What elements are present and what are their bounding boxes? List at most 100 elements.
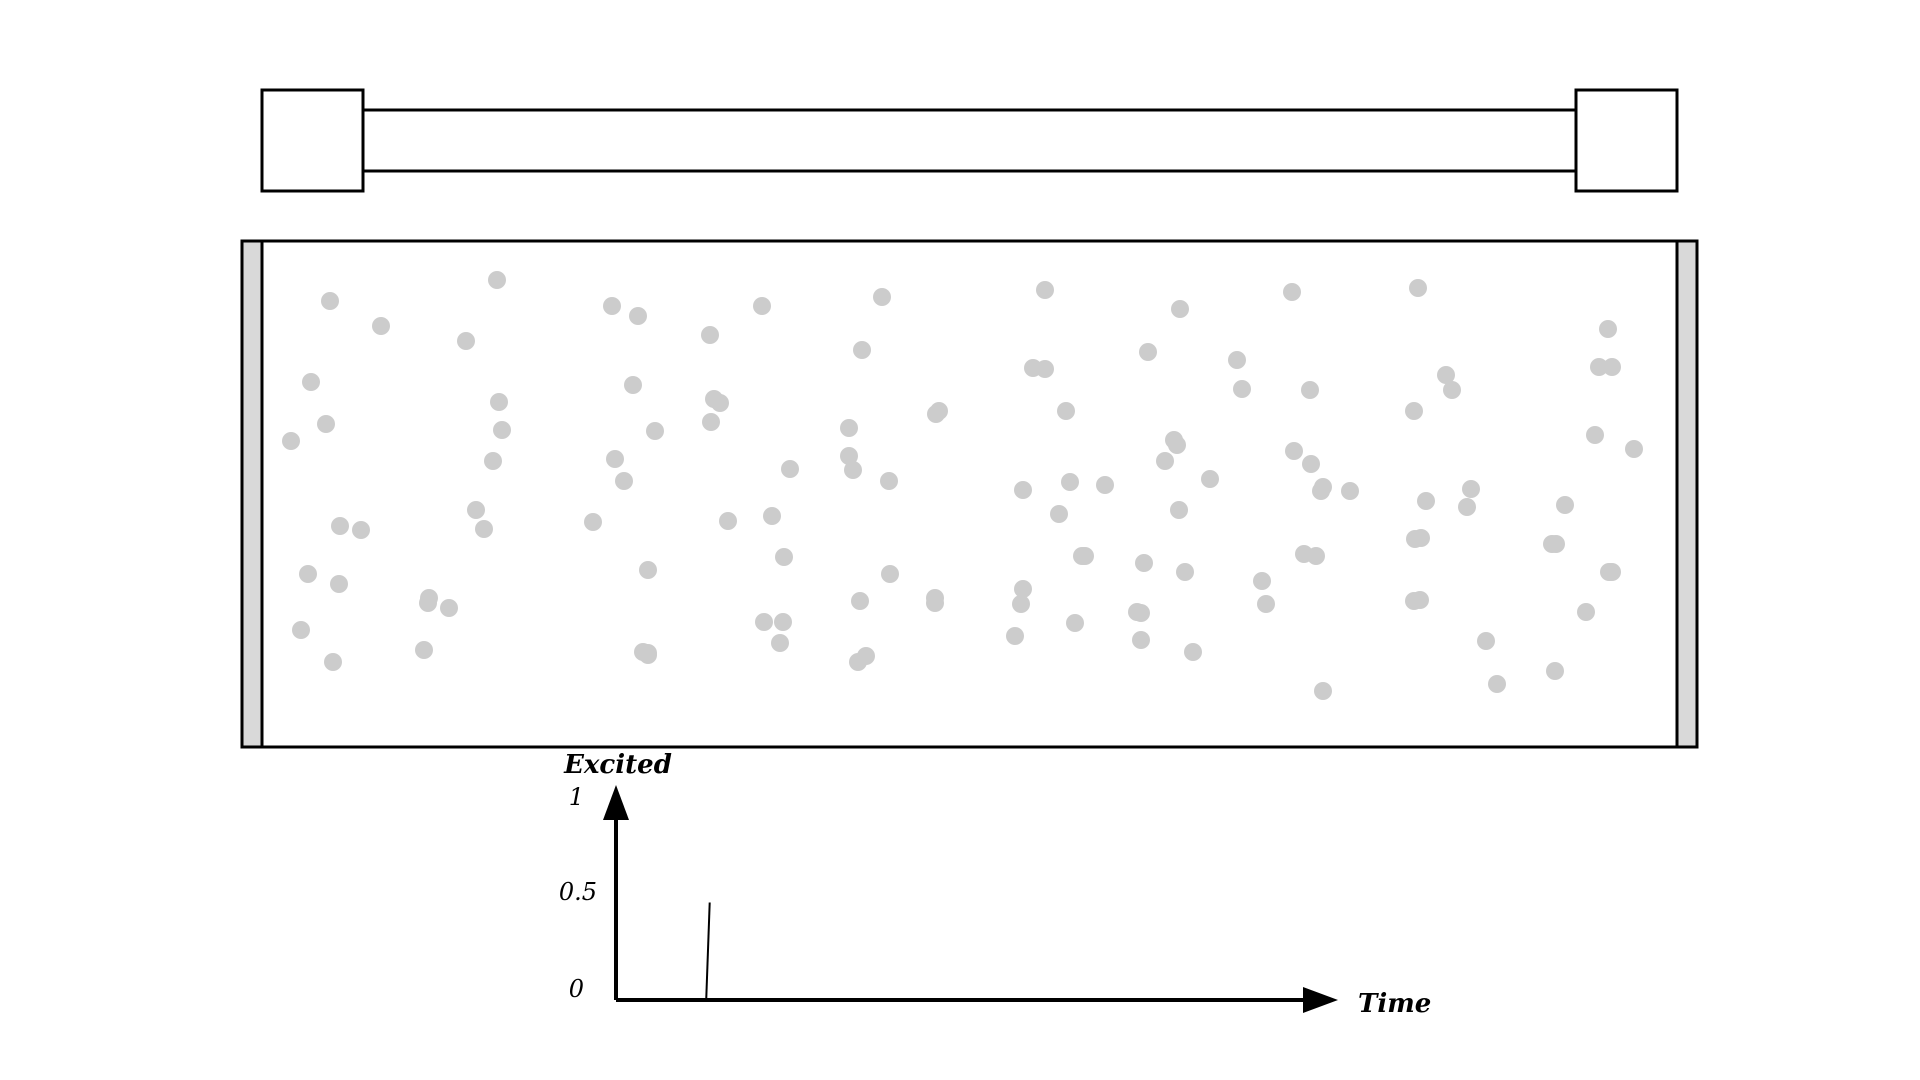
particle [493, 421, 511, 439]
particle [930, 402, 948, 420]
particle [1176, 563, 1194, 581]
left-wall [243, 242, 263, 746]
particle [1006, 627, 1024, 645]
particle [857, 647, 875, 665]
particle [624, 376, 642, 394]
y-tick-1: 1 [569, 783, 584, 811]
particle [1036, 360, 1054, 378]
particle [1462, 480, 1480, 498]
particle [1556, 496, 1574, 514]
particles [282, 271, 1643, 700]
particle [330, 575, 348, 593]
top-apparatus [260, 88, 1679, 193]
particle [1135, 554, 1153, 572]
particle [771, 634, 789, 652]
particle [646, 422, 664, 440]
particle [1201, 470, 1219, 488]
particle [317, 415, 335, 433]
particle [1012, 595, 1030, 613]
particle [840, 447, 858, 465]
particle [1314, 478, 1332, 496]
particle [331, 517, 349, 535]
particle [1057, 402, 1075, 420]
particle [615, 472, 633, 490]
particle [488, 271, 506, 289]
particle [755, 613, 773, 631]
container-frame [240, 239, 1699, 749]
particle [1625, 440, 1643, 458]
particle [1036, 281, 1054, 299]
particle [484, 452, 502, 470]
particle [1307, 547, 1325, 565]
particle [1171, 300, 1189, 318]
particle [880, 472, 898, 490]
y-axis-label: Excited [563, 750, 672, 780]
particle [781, 460, 799, 478]
particle [1128, 603, 1146, 621]
y-axis-arrow [603, 785, 629, 820]
particle [324, 653, 342, 671]
left-end-block [260, 88, 365, 193]
particle [774, 613, 792, 631]
particle [1139, 343, 1157, 361]
particle [763, 507, 781, 525]
particle [1599, 320, 1617, 338]
particle [851, 592, 869, 610]
particle [1488, 675, 1506, 693]
right-wall [1676, 242, 1696, 746]
particle [1066, 614, 1084, 632]
particle [1577, 603, 1595, 621]
particle [282, 432, 300, 450]
particle [1547, 535, 1565, 553]
particle [1014, 580, 1032, 598]
particle [1406, 530, 1424, 548]
particle [629, 307, 647, 325]
particle [457, 332, 475, 350]
particle [1170, 501, 1188, 519]
particle [1417, 492, 1435, 510]
particle [419, 594, 437, 612]
particle [1096, 476, 1114, 494]
particle [1586, 426, 1604, 444]
particle [1061, 473, 1079, 491]
right-end-block [1574, 88, 1679, 193]
particle [1603, 358, 1621, 376]
particle [1405, 592, 1423, 610]
particle [840, 419, 858, 437]
particle [490, 393, 508, 411]
particle [1458, 498, 1476, 516]
particle [926, 589, 944, 607]
particle [1283, 283, 1301, 301]
excitation-graph: Excited 1 0.5 0 Time [559, 750, 1431, 1019]
particle [775, 548, 793, 566]
particle [1443, 381, 1461, 399]
particle [606, 450, 624, 468]
rod [361, 108, 1578, 173]
particle [1257, 595, 1275, 613]
particle [1409, 279, 1427, 297]
particle [753, 297, 771, 315]
particle [719, 512, 737, 530]
particle [475, 520, 493, 538]
excited-series-line [705, 902, 711, 1001]
particle [881, 565, 899, 583]
particle [415, 641, 433, 659]
particle [302, 373, 320, 391]
particle [1437, 366, 1455, 384]
particle [1341, 482, 1359, 500]
y-tick-0: 0 [569, 975, 584, 1003]
particle [853, 341, 871, 359]
particle [352, 521, 370, 539]
particle [584, 513, 602, 531]
particle [1156, 452, 1174, 470]
particle [1165, 431, 1183, 449]
particle [1233, 380, 1251, 398]
particle [1405, 402, 1423, 420]
y-tick-0-5: 0.5 [559, 878, 597, 906]
particle [603, 297, 621, 315]
particle [467, 501, 485, 519]
particle [1314, 682, 1332, 700]
particle [372, 317, 390, 335]
particle [1285, 442, 1303, 460]
particle [1603, 563, 1621, 581]
